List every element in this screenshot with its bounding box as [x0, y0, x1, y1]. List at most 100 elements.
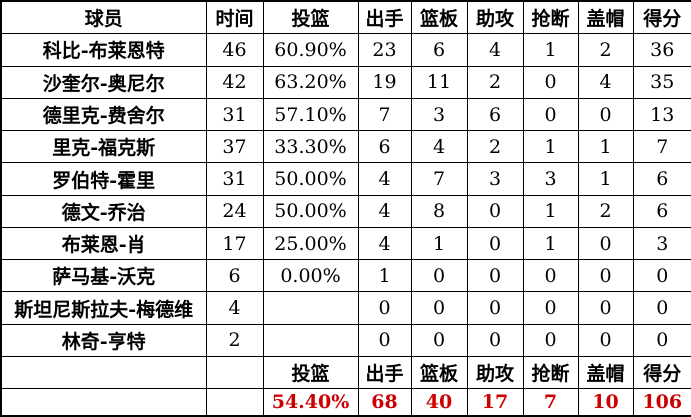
stat-value-cell: 0	[410, 291, 468, 325]
stat-value-cell: 0	[522, 259, 579, 293]
stat-value-cell: 63.20%	[262, 65, 359, 99]
stat-value-cell: 37	[205, 130, 264, 164]
player-name-cell: 科比-布莱恩特	[0, 33, 207, 67]
total-value-cell: 54.40%	[262, 388, 359, 417]
stat-value-cell: 11	[410, 65, 468, 99]
stat-value-cell: 4	[410, 130, 468, 164]
stat-value-cell	[262, 291, 359, 325]
stat-value-cell: 4	[577, 65, 634, 99]
footer-label-cell: 投篮	[262, 355, 359, 390]
stat-value-cell: 4	[357, 162, 412, 196]
stat-value-cell: 4	[466, 33, 524, 67]
stat-value-cell: 0	[522, 97, 579, 132]
player-row: 罗伯特-霍里 31 50.00% 4 7 3 3 1 6	[0, 162, 691, 196]
player-name-cell: 德里克-费舍尔	[0, 97, 207, 132]
stat-value-cell: 6	[205, 259, 264, 293]
total-value-cell	[205, 388, 264, 417]
stat-value-cell: 0	[577, 291, 634, 325]
footer-label-cell: 盖帽	[577, 355, 634, 390]
stat-value-cell: 2	[577, 33, 634, 67]
stat-value-cell: 0	[577, 97, 634, 132]
total-value-cell: 17	[466, 388, 524, 417]
player-row: 德文-乔治 24 50.00% 4 8 0 1 2 6	[0, 194, 691, 228]
stat-value-cell: 50.00%	[262, 194, 359, 228]
stat-value-cell: 3	[410, 97, 468, 132]
stat-value-cell: 7	[357, 97, 412, 132]
stat-value-cell: 0	[466, 194, 524, 228]
stat-value-cell: 6	[632, 162, 691, 196]
stat-value-cell: 4	[205, 291, 264, 325]
totals-row: 54.40% 68 40 17 7 10 106	[0, 388, 691, 417]
column-header-cell: 球员	[0, 0, 207, 35]
stat-value-cell: 0	[632, 323, 691, 358]
stat-value-cell: 0	[410, 323, 468, 358]
footer-label-cell: 得分	[632, 355, 691, 390]
stat-value-cell: 3	[632, 226, 691, 261]
stat-value-cell: 1	[522, 130, 579, 164]
player-row: 里克-福克斯 37 33.30% 6 4 2 1 1 7	[0, 130, 691, 164]
stat-value-cell: 4	[357, 226, 412, 261]
player-name-cell: 萨马基-沃克	[0, 259, 207, 293]
column-header-cell: 出手	[357, 0, 412, 35]
column-header-cell: 助攻	[466, 0, 524, 35]
stat-value-cell: 13	[632, 97, 691, 132]
stat-value-cell: 4	[357, 194, 412, 228]
total-value-cell: 68	[357, 388, 412, 417]
header-row: 球员 时间 投篮 出手 篮板 助攻 抢断 盖帽 得分	[0, 0, 691, 35]
stat-value-cell: 35	[632, 65, 691, 99]
stat-value-cell: 19	[357, 65, 412, 99]
stat-value-cell: 57.10%	[262, 97, 359, 132]
player-row: 沙奎尔-奥尼尔 42 63.20% 19 11 2 0 4 35	[0, 65, 691, 99]
stat-value-cell: 6	[357, 130, 412, 164]
column-header-cell: 篮板	[410, 0, 468, 35]
stat-value-cell: 0	[522, 65, 579, 99]
stat-value-cell: 0	[357, 291, 412, 325]
player-row: 斯坦尼斯拉夫-梅德维 4 0 0 0 0 0 0	[0, 291, 691, 325]
total-value-cell: 7	[522, 388, 579, 417]
stat-value-cell: 0	[577, 259, 634, 293]
stat-value-cell: 0	[522, 323, 579, 358]
stat-value-cell: 6	[466, 97, 524, 132]
stat-value-cell: 6	[632, 194, 691, 228]
footer-label-cell: 助攻	[466, 355, 524, 390]
player-name-cell: 沙奎尔-奥尼尔	[0, 65, 207, 99]
stat-value-cell: 1	[410, 226, 468, 261]
stat-value-cell: 2	[577, 194, 634, 228]
stat-value-cell: 36	[632, 33, 691, 67]
stat-value-cell: 1	[522, 194, 579, 228]
stat-value-cell: 1	[577, 130, 634, 164]
stat-value-cell: 17	[205, 226, 264, 261]
player-name-cell: 林奇-亨特	[0, 323, 207, 358]
stat-value-cell: 50.00%	[262, 162, 359, 196]
stat-value-cell: 7	[410, 162, 468, 196]
total-value-cell: 40	[410, 388, 468, 417]
stat-value-cell: 23	[357, 33, 412, 67]
stat-value-cell: 0	[632, 259, 691, 293]
column-header-cell: 得分	[632, 0, 691, 35]
column-header-cell: 时间	[205, 0, 264, 35]
stat-value-cell: 42	[205, 65, 264, 99]
stat-value-cell	[262, 323, 359, 358]
column-header-cell: 抢断	[522, 0, 579, 35]
player-name-cell: 罗伯特-霍里	[0, 162, 207, 196]
stat-value-cell: 0	[466, 226, 524, 261]
player-name-cell: 里克-福克斯	[0, 130, 207, 164]
player-row: 萨马基-沃克 6 0.00% 1 0 0 0 0 0	[0, 259, 691, 293]
footer-label-cell: 篮板	[410, 355, 468, 390]
stat-value-cell: 0	[466, 323, 524, 358]
stat-value-cell: 2	[205, 323, 264, 358]
stat-value-cell: 2	[466, 65, 524, 99]
stat-value-cell: 31	[205, 97, 264, 132]
stat-value-cell: 3	[466, 162, 524, 196]
footer-label-cell	[205, 355, 264, 390]
stat-value-cell: 0.00%	[262, 259, 359, 293]
stat-value-cell: 2	[466, 130, 524, 164]
total-value-cell	[0, 388, 207, 417]
stat-value-cell: 1	[577, 162, 634, 196]
total-value-cell: 106	[632, 388, 691, 417]
stat-value-cell: 1	[522, 226, 579, 261]
footer-label-row: 投篮 出手 篮板 助攻 抢断 盖帽 得分	[0, 355, 691, 390]
stat-value-cell: 8	[410, 194, 468, 228]
